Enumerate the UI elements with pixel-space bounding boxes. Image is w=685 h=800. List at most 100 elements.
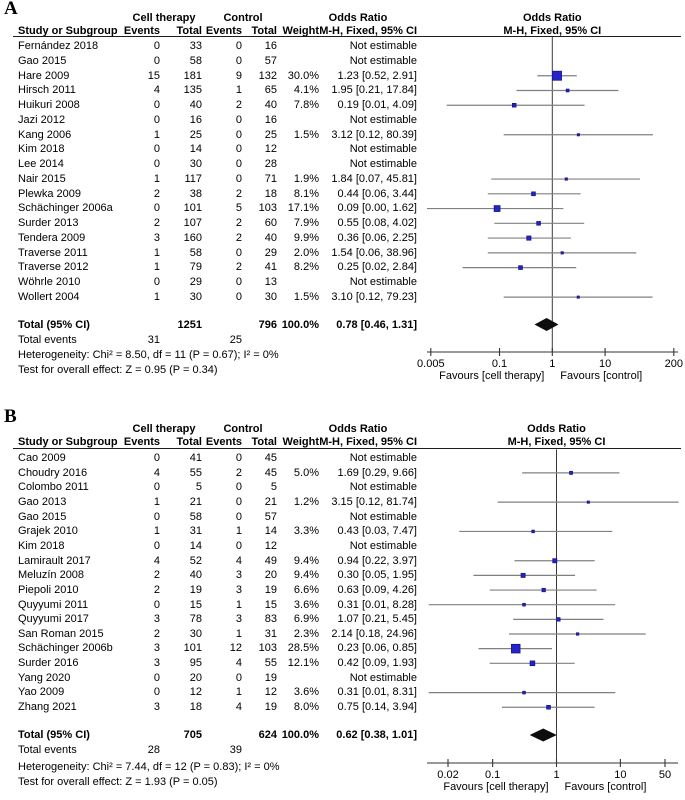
or-ci-text: 0.25 [0.02, 2.84] bbox=[337, 261, 417, 274]
total-treatment: 33 bbox=[189, 40, 202, 52]
or-ci-text: Not estimable bbox=[349, 158, 417, 171]
total-control: 40 bbox=[264, 231, 277, 244]
odds-ratio-text-title: Odds Ratio bbox=[328, 423, 388, 435]
study-row: Yao 2009 0 12 1 12 3.6% 0.31 [0.01, 8.31] bbox=[0, 685, 685, 700]
total-control: 60 bbox=[264, 217, 277, 230]
study-row: Schächinger 2006b 3 101 12 103 28.5% 0.23 [0.0… bbox=[0, 641, 685, 656]
events-treatment: 1 bbox=[153, 495, 160, 508]
total-control: 20 bbox=[264, 569, 277, 582]
events-control: 2 bbox=[235, 231, 242, 244]
total-treatment: 58 bbox=[189, 246, 202, 259]
events-control: 1 bbox=[235, 627, 242, 640]
or-ci-text: 0.36 [0.06, 2.25] bbox=[337, 231, 417, 244]
total-control: 14 bbox=[264, 525, 277, 538]
total-control: 16 bbox=[264, 40, 277, 52]
total-or-ci: 0.78 [0.46, 1.31] bbox=[336, 318, 417, 331]
total-treatment: 20 bbox=[189, 671, 202, 684]
events-treatment: 0 bbox=[153, 99, 160, 112]
events-control: 0 bbox=[235, 671, 242, 684]
events-control: 3 bbox=[235, 569, 242, 582]
study-row: Surder 2013 2 107 2 60 7.9% 0.55 [0.08, 4.02] bbox=[0, 216, 685, 231]
or-ci-text: 0.23 [0.06, 0.85] bbox=[337, 642, 417, 655]
events-treatment: 1 bbox=[153, 172, 160, 185]
events-treatment: 0 bbox=[153, 481, 160, 494]
total-treatment: 101 bbox=[183, 202, 202, 215]
col-header-study: Study or Subgroup bbox=[18, 436, 118, 448]
total-treatment: 107 bbox=[183, 217, 202, 230]
study-row: Schächinger 2006a 0 101 5 103 17.1% 0.09 [0.00… bbox=[0, 201, 685, 216]
weight-value: 30.0% bbox=[287, 69, 319, 82]
or-ci-text: 0.94 [0.22, 3.97] bbox=[337, 554, 417, 567]
total-treatment: 40 bbox=[189, 99, 202, 112]
events-control: 2 bbox=[235, 466, 242, 479]
study-name: Grajek 2010 bbox=[18, 525, 78, 538]
study-name: Kim 2018 bbox=[18, 143, 65, 156]
total-treatment: 135 bbox=[183, 84, 202, 97]
total-treatment: 160 bbox=[183, 231, 202, 244]
study-name: Colombo 2011 bbox=[18, 481, 89, 494]
or-ci-text: Not estimable bbox=[349, 510, 417, 523]
events-control: 12 bbox=[229, 642, 242, 655]
total-control: 40 bbox=[264, 99, 277, 112]
panel-a: A Cell therapy Control Odds Ratio Odds R… bbox=[0, 0, 685, 382]
or-ci-text: 3.10 [0.12, 79.23] bbox=[331, 290, 417, 303]
events-control: 2 bbox=[235, 217, 242, 230]
or-ci-text: 0.31 [0.01, 8.28] bbox=[337, 598, 417, 611]
weight-value: 1.5% bbox=[293, 128, 319, 141]
events-control: 5 bbox=[235, 202, 242, 215]
or-ci-text: 0.31 [0.01, 8.31] bbox=[337, 686, 417, 699]
events-treatment: 2 bbox=[153, 627, 160, 640]
study-name: Wollert 2004 bbox=[18, 290, 80, 303]
col-header-total-control: Total bbox=[251, 436, 277, 448]
events-treatment: 2 bbox=[153, 583, 160, 596]
weight-value: 28.5% bbox=[287, 642, 319, 655]
events-treatment: 0 bbox=[153, 54, 160, 67]
study-name: Tendera 2009 bbox=[18, 231, 86, 244]
or-ci-text: Not estimable bbox=[349, 539, 417, 552]
total-treatment: 25 bbox=[189, 128, 202, 141]
total-weight: 100.0% bbox=[281, 729, 319, 741]
header-divider bbox=[13, 35, 681, 37]
total-events-label: Total events bbox=[18, 333, 77, 346]
total-control: 16 bbox=[264, 113, 277, 126]
total-control: 31 bbox=[264, 627, 277, 640]
study-name: Gao 2013 bbox=[18, 495, 67, 508]
total-treatment: 18 bbox=[189, 701, 202, 714]
total-control: 21 bbox=[264, 495, 277, 508]
events-control: 0 bbox=[235, 143, 242, 156]
col-header-events-treat: Events bbox=[123, 25, 160, 37]
events-control: 0 bbox=[235, 539, 242, 552]
total-treatment: 101 bbox=[183, 642, 202, 655]
total-events-control: 25 bbox=[229, 333, 242, 346]
study-row: Tendera 2009 3 160 2 40 9.9% 0.36 [0.06, 2.25] bbox=[0, 231, 685, 246]
study-name: Hirsch 2011 bbox=[18, 84, 76, 97]
events-treatment: 0 bbox=[153, 510, 160, 523]
total-or-ci: 0.62 [0.38, 1.01] bbox=[336, 729, 417, 741]
col-header-or-ci-plot: M-H, Fixed, 95% CI bbox=[503, 25, 602, 37]
events-treatment: 0 bbox=[153, 158, 160, 171]
study-name: Quyyumi 2011 bbox=[18, 598, 89, 611]
study-row: Kang 2006 1 25 0 25 1.5% 3.12 [0.12, 80.39] bbox=[0, 128, 685, 143]
weight-value: 17.1% bbox=[287, 202, 319, 215]
total-treatment: 30 bbox=[189, 290, 202, 303]
total-control: 103 bbox=[258, 202, 277, 215]
study-name: Surder 2016 bbox=[18, 657, 79, 670]
or-ci-text: Not estimable bbox=[349, 54, 417, 67]
total-treatment: 41 bbox=[189, 452, 202, 464]
col-header-events-control: Events bbox=[205, 25, 242, 37]
events-control: 1 bbox=[235, 686, 242, 699]
study-row: Meluzín 2008 2 40 3 20 9.4% 0.30 [0.05, 1.95] bbox=[0, 568, 685, 583]
events-control: 9 bbox=[235, 69, 242, 82]
events-treatment: 3 bbox=[153, 642, 160, 655]
heterogeneity-stat: Heterogeneity: Chi² = 8.50, df = 11 (P =… bbox=[18, 348, 279, 361]
study-name: Choudry 2016 bbox=[18, 466, 88, 479]
study-row: Wöhrle 2010 0 29 0 13 Not estimable bbox=[0, 275, 685, 290]
or-ci-text: 1.95 [0.21, 17.84] bbox=[331, 84, 417, 97]
or-ci-text: 0.44 [0.06, 3.44] bbox=[337, 187, 417, 200]
or-ci-text: 0.75 [0.14, 3.94] bbox=[337, 701, 417, 714]
events-treatment: 4 bbox=[153, 466, 160, 479]
panel-label: A bbox=[4, 0, 18, 19]
study-row: Colombo 2011 0 5 0 5 Not estimable bbox=[0, 480, 685, 495]
total-treatment: 31 bbox=[189, 525, 202, 538]
col-header-or-ci-plot: M-H, Fixed, 95% CI bbox=[507, 436, 606, 448]
